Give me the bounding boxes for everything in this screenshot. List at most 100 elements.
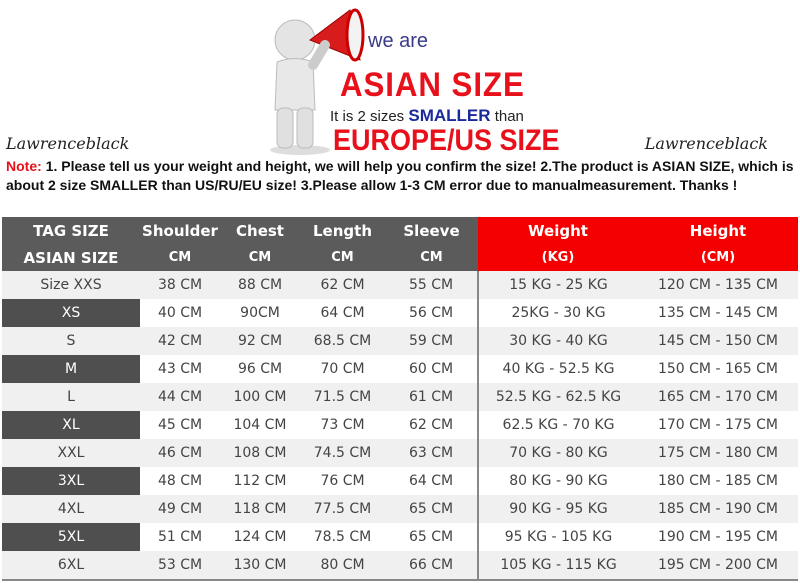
- we-are-text: we are: [368, 30, 429, 52]
- value-cell: 74.5 CM: [300, 439, 385, 467]
- value-cell: 52.5 KG - 62.5 KG: [477, 383, 638, 411]
- column-header: CM: [300, 244, 385, 271]
- value-cell: 80 KG - 90 KG: [477, 467, 638, 495]
- value-cell: 88 CM: [220, 271, 300, 299]
- value-cell: 66 CM: [385, 551, 478, 580]
- value-cell: 130 CM: [220, 551, 300, 580]
- value-cell: 175 CM - 180 CM: [638, 439, 798, 467]
- column-header: CM: [220, 244, 300, 271]
- value-cell: 62 CM: [300, 271, 385, 299]
- table-row: 6XL 53 CM 130 CM 80 CM 66 CM 105 KG - 115 KG 1…: [2, 551, 798, 580]
- value-cell: 64 CM: [320, 305, 365, 321]
- value-cell: 170 CM - 175 CM: [657, 417, 778, 433]
- value-cell: 48 CM: [157, 473, 203, 489]
- value-cell: 62 CM: [408, 417, 454, 433]
- value-cell: 90CM: [240, 305, 280, 321]
- value-cell: 46 CM: [140, 439, 220, 467]
- value-cell: 70 CM: [320, 361, 365, 377]
- value-cell: 56 CM: [408, 305, 454, 321]
- value-cell: 165 CM - 170 CM: [638, 383, 798, 411]
- note-label: Note:: [6, 158, 42, 174]
- value-cell: 53 CM: [140, 551, 220, 580]
- value-cell: 55 CM: [385, 271, 478, 299]
- size-cell: M: [2, 355, 140, 383]
- value-cell: 108 CM: [220, 439, 300, 467]
- value-cell: 80 CM: [300, 551, 385, 580]
- value-cell: 68.5 CM: [300, 327, 385, 355]
- column-header: Shoulder: [140, 217, 220, 244]
- value-cell: 195 CM - 200 CM: [638, 551, 798, 580]
- column-header: ASIAN SIZE: [2, 244, 140, 271]
- value-cell: 78.5 CM: [313, 529, 372, 545]
- value-cell: 145 CM - 150 CM: [638, 327, 798, 355]
- value-cell: 61 CM: [385, 383, 478, 411]
- table-row: 3XL 48 CM 112 CM 76 CM 64 CM 80 KG - 90 KG 180…: [2, 467, 798, 495]
- size-cell: XS: [2, 299, 140, 327]
- value-cell: 190 CM - 195 CM: [657, 529, 778, 545]
- value-cell: 120 CM - 135 CM: [638, 271, 798, 299]
- table-row: XS 40 CM 90CM 64 CM 56 CM 25KG - 30 KG 135 CM …: [2, 299, 798, 327]
- value-cell: 92 CM: [220, 327, 300, 355]
- column-header: Sleeve: [385, 217, 478, 244]
- smaller-word: SMALLER: [408, 106, 491, 125]
- column-header: Height: [638, 217, 798, 244]
- value-cell: 40 CM: [157, 305, 203, 321]
- size-chart-table: TAG SIZE Shoulder Chest Length Sleeve Weight H…: [2, 217, 798, 581]
- column-header: Chest: [220, 217, 300, 244]
- brand-left: Lawrenceblack: [6, 134, 130, 153]
- value-cell: 51 CM: [157, 529, 203, 545]
- value-cell: 90 KG - 95 KG: [477, 495, 638, 523]
- table-row: 4XL 49 CM 118 CM 77.5 CM 65 CM 90 KG - 95 KG 1…: [2, 495, 798, 523]
- table-row: S 42 CM 92 CM 68.5 CM 59 CM 30 KG - 40 KG 145 …: [2, 327, 798, 355]
- value-cell: 180 CM - 185 CM: [657, 473, 778, 489]
- size-cell: L: [2, 383, 140, 411]
- value-cell: 63 CM: [385, 439, 478, 467]
- column-header: CM: [140, 244, 220, 271]
- header-row: ASIAN SIZE CM CM CM CM (KG) (CM): [2, 244, 798, 271]
- value-cell: 105 KG - 115 KG: [477, 551, 638, 580]
- sizes-smaller-line: It is 2 sizes SMALLER than: [330, 106, 524, 126]
- size-cell: S: [2, 327, 140, 355]
- column-header: CM: [385, 244, 478, 271]
- table-row: Size XXS 38 CM 88 CM 62 CM 55 CM 15 KG - 25 K…: [2, 271, 798, 299]
- column-header: Length: [300, 217, 385, 244]
- value-cell: 62.5 KG - 70 KG: [477, 411, 638, 439]
- value-cell: 100 CM: [220, 383, 300, 411]
- table-row: XL 45 CM 104 CM 73 CM 62 CM 62.5 KG - 70 KG 17…: [2, 411, 798, 439]
- value-cell: 65 CM: [408, 529, 454, 545]
- column-header: TAG SIZE: [2, 217, 140, 244]
- size-cell: XL: [2, 411, 140, 439]
- size-cell: 6XL: [2, 551, 140, 580]
- megaphone-figure-illustration: [270, 8, 365, 155]
- table-row: 5XL 51 CM 124 CM 78.5 CM 65 CM 95 KG - 105 KG…: [2, 523, 798, 551]
- value-cell: 60 CM: [408, 361, 454, 377]
- value-cell: 65 CM: [385, 495, 478, 523]
- line-pre: It is 2 sizes: [330, 108, 405, 125]
- europe-us-size-heading: EUROPE/US SIZE: [333, 124, 560, 157]
- column-header: (KG): [478, 244, 638, 271]
- value-cell: 70 KG - 80 KG: [477, 439, 638, 467]
- size-cell: Size XXS: [2, 271, 140, 299]
- value-cell: 15 KG - 25 KG: [477, 271, 638, 299]
- value-cell: 95 KG - 105 KG: [477, 523, 638, 551]
- table-row: M 43 CM 96 CM 70 CM 60 CM 40 KG - 52.5 KG 150 …: [2, 355, 798, 383]
- value-cell: 40 KG - 52.5 KG: [477, 355, 638, 383]
- value-cell: 38 CM: [140, 271, 220, 299]
- value-cell: 25KG - 30 KG: [477, 299, 638, 327]
- value-cell: 77.5 CM: [300, 495, 385, 523]
- value-cell: 42 CM: [140, 327, 220, 355]
- value-cell: 45 CM: [157, 417, 203, 433]
- value-cell: 104 CM: [233, 417, 287, 433]
- table-row: L 44 CM 100 CM 71.5 CM 61 CM 52.5 KG - 62.5 K…: [2, 383, 798, 411]
- value-cell: 96 CM: [237, 361, 283, 377]
- note-text: Note: 1. Please tell us your weight and …: [6, 157, 796, 195]
- table-row: XXL 46 CM 108 CM 74.5 CM 63 CM 70 KG - 80 KG 1…: [2, 439, 798, 467]
- value-cell: 118 CM: [220, 495, 300, 523]
- value-cell: 64 CM: [408, 473, 454, 489]
- value-cell: 49 CM: [140, 495, 220, 523]
- column-header: Weight: [478, 217, 638, 244]
- value-cell: 124 CM: [233, 529, 287, 545]
- column-header: (CM): [638, 244, 798, 271]
- note-body: 1. Please tell us your weight and height…: [6, 158, 794, 193]
- value-cell: 135 CM - 145 CM: [657, 305, 778, 321]
